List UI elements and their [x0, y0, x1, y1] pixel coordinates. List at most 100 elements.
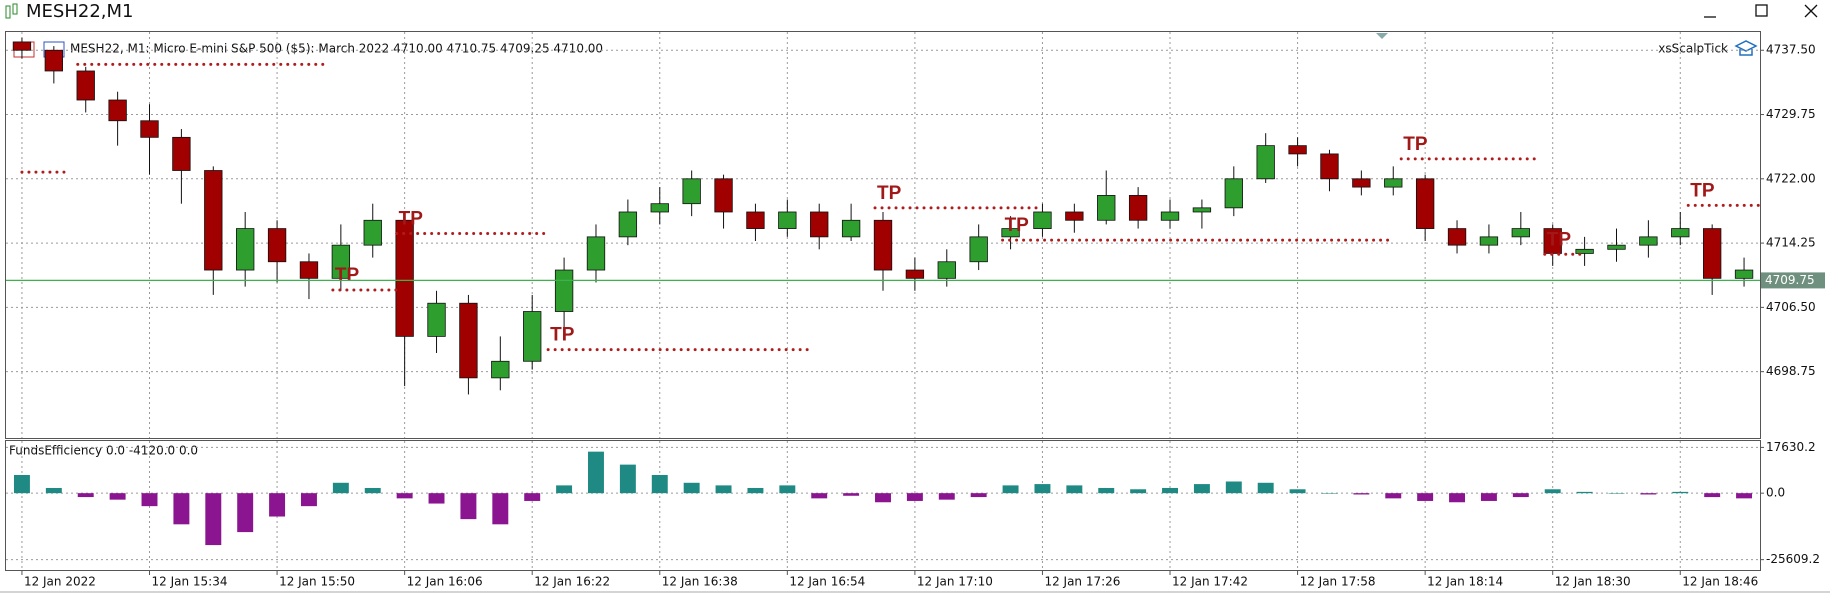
candle-body	[1639, 236, 1658, 246]
candle-body	[586, 236, 606, 271]
histogram-bar	[1257, 482, 1274, 494]
candle-body	[491, 360, 510, 379]
histogram-bar	[109, 493, 126, 500]
candle-body	[1352, 178, 1371, 188]
y-tick-label: 4706.50	[1766, 300, 1816, 314]
histogram-bar	[460, 493, 477, 520]
candle-body	[236, 228, 255, 271]
candle-body	[1128, 194, 1148, 221]
histogram-bar	[906, 493, 923, 501]
y-tick-label: 4698.75	[1766, 364, 1816, 378]
tp-label: TP	[877, 183, 902, 204]
maximize-button[interactable]	[1755, 4, 1768, 17]
y-tick-label: 4714.25	[1766, 236, 1816, 250]
x-tick-label: 12 Jan 17:10	[917, 575, 993, 589]
candle-body	[873, 219, 893, 271]
x-tick-label: 12 Jan 17:26	[1044, 575, 1120, 589]
candle-body	[523, 311, 542, 362]
chart-header: MESH22, M1: Micro E-mini S&P 500 ($5): M…	[70, 42, 603, 56]
candle-body	[1160, 211, 1180, 221]
histogram-bar	[1193, 484, 1210, 494]
x-tick-label: 12 Jan 16:22	[534, 575, 610, 589]
x-tick-label: 12 Jan 16:38	[662, 575, 738, 589]
histogram-bar	[428, 493, 445, 504]
candle-body	[12, 41, 32, 51]
candle-body	[554, 269, 574, 312]
tp-label: TP	[1403, 134, 1428, 155]
histogram-bar	[77, 493, 94, 498]
candle-body	[299, 261, 319, 279]
candle-body	[1479, 236, 1499, 246]
indicator-title: FundsEfficiency 0.0 -4120.0 0.0	[9, 444, 198, 458]
candle-body	[459, 302, 478, 379]
candle-body	[618, 211, 638, 238]
candle-body	[1671, 228, 1690, 238]
histogram-bar	[1704, 493, 1721, 498]
close-button[interactable]	[1804, 4, 1818, 18]
histogram-bar	[843, 493, 860, 496]
x-tick-label: 12 Jan 2022	[24, 575, 96, 589]
histogram-bar	[205, 493, 222, 546]
histogram-bar	[1640, 493, 1657, 495]
histogram-bar	[1417, 493, 1434, 501]
candle-body	[1320, 153, 1339, 180]
histogram-bar	[364, 487, 381, 494]
candle-body	[1256, 145, 1275, 180]
expert-icon	[1734, 40, 1758, 56]
candle-body	[1447, 228, 1467, 246]
histogram-bar	[651, 475, 668, 494]
histogram-bar	[683, 482, 700, 494]
candle-body	[1415, 178, 1435, 229]
candle-body	[969, 236, 988, 263]
window-icon	[5, 3, 18, 19]
candle-body	[108, 99, 127, 122]
x-tick-label: 12 Jan 17:42	[1172, 575, 1248, 589]
candle-body	[1192, 207, 1212, 213]
candle-body	[1702, 228, 1722, 279]
histogram-bar	[1289, 489, 1306, 494]
indicator-panel	[5, 440, 1761, 571]
histogram-bar	[1512, 493, 1529, 498]
last-price-label: 4709.75	[1765, 273, 1815, 287]
x-tick-label: 12 Jan 15:34	[152, 575, 228, 589]
y-tick-label: 0.0	[1766, 486, 1785, 500]
candle-body	[1097, 194, 1116, 221]
histogram-bar	[938, 493, 955, 500]
histogram-bar	[1480, 493, 1497, 501]
candle-body	[427, 302, 446, 337]
x-tick-label: 12 Jan 18:30	[1555, 575, 1631, 589]
candle-body	[140, 120, 159, 138]
candle-body	[1511, 228, 1530, 238]
y-tick-label: 4737.50	[1766, 43, 1816, 57]
histogram-bar	[1672, 491, 1689, 494]
histogram-bar	[1449, 493, 1466, 503]
histogram-bar	[269, 493, 286, 517]
histogram-bar	[747, 487, 764, 494]
candle-body	[650, 203, 669, 213]
x-tick-label: 12 Jan 18:14	[1427, 575, 1503, 589]
histogram-bar	[619, 464, 636, 494]
shift-marker	[1376, 33, 1388, 39]
y-tick-label: 4722.00	[1766, 171, 1816, 185]
histogram-bar	[588, 451, 604, 494]
histogram-bar	[173, 493, 190, 525]
tp-label: TP	[1690, 180, 1715, 201]
histogram-bar	[396, 493, 413, 499]
histogram-bar	[811, 493, 828, 499]
candle-body	[714, 178, 733, 213]
histogram-bar	[1066, 485, 1083, 494]
histogram-bar	[45, 487, 62, 494]
histogram-bar	[492, 493, 509, 525]
tp-label: TP	[1005, 215, 1030, 236]
tp-label: TP	[335, 265, 360, 286]
tp-label: TP	[1547, 229, 1572, 250]
histogram-bar	[1321, 493, 1338, 494]
histogram-bar	[970, 493, 987, 498]
histogram-bar	[1162, 487, 1178, 494]
candle-body	[746, 211, 765, 229]
expert-name: xsScalpTick	[1658, 42, 1728, 56]
candle-body	[395, 219, 414, 337]
candle-body	[682, 178, 701, 205]
candle-body	[1734, 269, 1754, 279]
